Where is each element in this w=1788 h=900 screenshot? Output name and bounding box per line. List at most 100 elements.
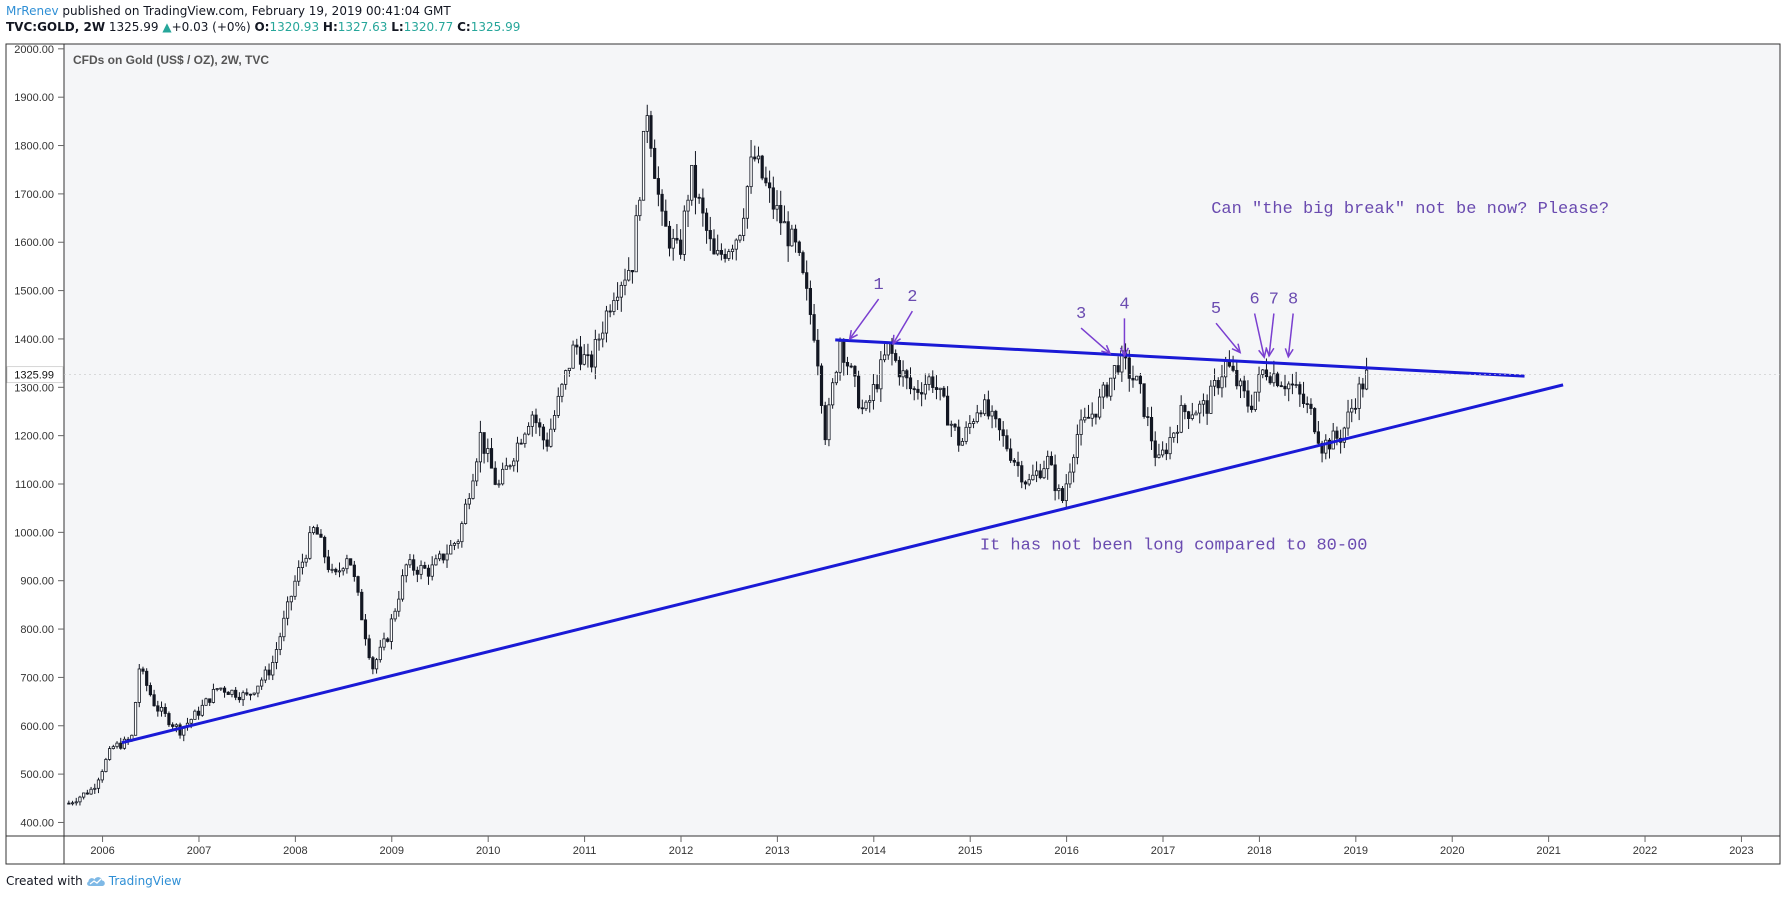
y-tick-label: 2000.00	[14, 44, 54, 56]
candle-body	[241, 692, 245, 701]
time-axis[interactable]: 2006 2007 2008 2009 2010 2011 2012 2013 2014 2015…	[90, 836, 1754, 857]
candle-body	[997, 418, 1002, 431]
candle-body	[1112, 365, 1117, 379]
candle-body	[1072, 456, 1076, 473]
candle-body	[263, 669, 267, 681]
candle-body	[311, 527, 316, 534]
arrow-line[interactable]	[1215, 322, 1241, 353]
annotation-text[interactable]: Can "the big break" not be now? Please?	[1211, 200, 1609, 219]
candle-body	[393, 610, 397, 620]
arrow-label: 2	[907, 288, 917, 307]
price-chart[interactable]: CFDs on Gold (US$ / OZ), 2W, TVC 2000.00…	[0, 0, 1788, 870]
candle-body	[1242, 380, 1246, 392]
candle-body	[78, 796, 82, 803]
candle-body	[363, 619, 368, 640]
arrow-line[interactable]	[1080, 327, 1111, 355]
candle-body	[1016, 461, 1020, 467]
candle-body	[215, 688, 219, 690]
trendline[interactable]	[835, 338, 1525, 378]
annotations-layer[interactable]: Can "the big break" not be now? Please? I…	[980, 200, 1609, 555]
candle-body	[831, 382, 835, 406]
candle-body	[141, 668, 145, 672]
candle-body	[260, 679, 264, 687]
tradingview-cloud-icon[interactable]	[86, 875, 106, 887]
candle-body	[426, 567, 431, 577]
arrow-line[interactable]	[849, 298, 880, 340]
arrow-line[interactable]	[1268, 313, 1275, 356]
candle-body	[482, 432, 486, 454]
candle-body	[590, 354, 594, 368]
candle-body	[971, 421, 976, 424]
candle-body	[1079, 419, 1083, 435]
arrow-head	[1284, 348, 1294, 359]
candle-body	[912, 388, 916, 391]
candle-body	[552, 415, 557, 430]
candle-body	[601, 332, 605, 340]
candle-body	[771, 187, 775, 210]
candle-body	[441, 553, 445, 561]
candle-body	[808, 288, 812, 315]
author-link[interactable]: MrRenev	[6, 4, 59, 18]
candle-body	[256, 685, 260, 694]
candle-body	[1009, 448, 1013, 461]
candle-body	[1268, 376, 1272, 384]
y-tick-label: 1100.00	[15, 479, 54, 491]
candle-body	[567, 367, 571, 371]
y-tick-label: 800.00	[20, 624, 54, 636]
candle-body	[111, 746, 115, 749]
candle-body	[1272, 373, 1276, 384]
candle-body	[686, 199, 690, 212]
candle-body	[608, 310, 612, 313]
candle-body	[300, 561, 305, 568]
candle-body	[463, 503, 468, 524]
candle-body	[1346, 411, 1350, 429]
candle-body	[1135, 375, 1139, 381]
candle-body	[163, 706, 167, 714]
plot-area[interactable]	[64, 44, 1780, 836]
price-axis[interactable]: 2000.00 1900.00 1800.00 1700.00 1600.00 1500.…	[14, 44, 64, 830]
arrow-line[interactable]	[1287, 313, 1294, 357]
candle-body	[438, 553, 442, 560]
candle-body	[1034, 470, 1039, 476]
candle-body	[1205, 400, 1209, 414]
candle-body	[690, 164, 694, 201]
candle-body	[1094, 413, 1098, 418]
candle-body	[838, 340, 842, 373]
candle-body	[93, 787, 97, 790]
candle-body	[812, 314, 816, 341]
candle-body	[152, 694, 156, 707]
annotation-text[interactable]: It has not been long compared to 80-00	[980, 536, 1368, 555]
candle-body	[297, 567, 301, 582]
candle-body	[1083, 416, 1087, 421]
candle-body	[119, 742, 123, 749]
candle-body	[360, 591, 364, 621]
y-tick-label: 500.00	[20, 769, 54, 781]
arrow-line[interactable]	[892, 310, 914, 345]
candle-body	[530, 414, 534, 427]
candle-body	[1220, 376, 1224, 389]
arrows-layer[interactable]: 1 2 3 4 5 6 7 8	[848, 276, 1299, 360]
candle-body	[167, 713, 171, 726]
candle-body	[1086, 416, 1091, 419]
candle-body	[423, 564, 427, 569]
arrow-head	[1119, 347, 1130, 358]
candle-body	[619, 284, 623, 298]
y-tick-label: 700.00	[20, 672, 54, 684]
candle-body	[775, 205, 779, 210]
candle-body	[434, 558, 438, 566]
candle-body	[508, 465, 512, 468]
candle-body	[1172, 432, 1176, 438]
trendline[interactable]	[121, 383, 1564, 745]
candle-body	[549, 428, 553, 447]
candle-body	[979, 412, 983, 415]
candle-body	[712, 238, 716, 255]
tradingview-link[interactable]: TradingView	[108, 874, 182, 888]
candle-body	[1301, 393, 1306, 404]
arrow-head	[1265, 347, 1275, 358]
x-tick-label: 2010	[476, 845, 500, 857]
candle-body	[779, 205, 783, 224]
trendlines-layer[interactable]	[121, 338, 1564, 745]
candle-body	[452, 543, 457, 546]
arrow-line[interactable]	[1253, 313, 1265, 358]
candle-body	[67, 802, 71, 805]
